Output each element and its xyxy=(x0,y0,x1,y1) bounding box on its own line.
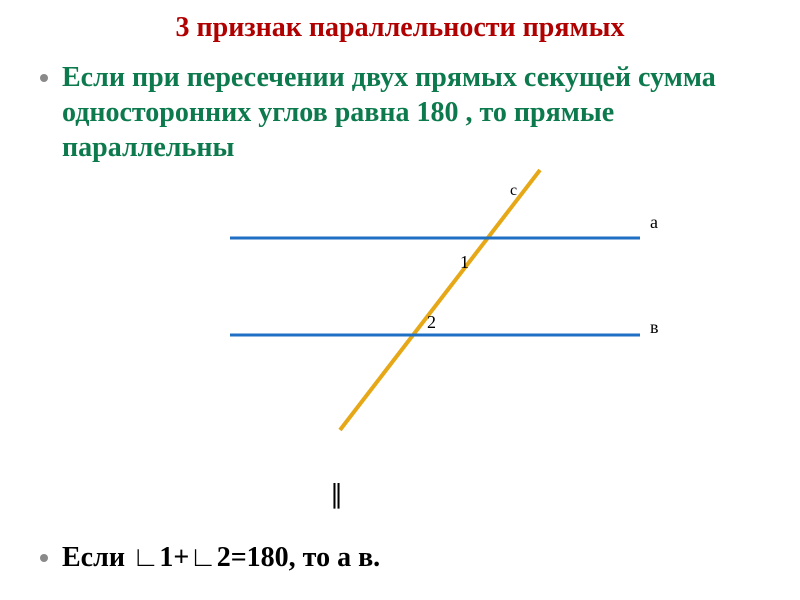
bullet-icon xyxy=(40,554,48,562)
label-angle-2: 2 xyxy=(427,312,436,332)
label-c: с xyxy=(510,182,517,199)
slide: 3 признак параллельности прямых Если при… xyxy=(0,0,800,600)
bullet-row-conclusion: Если ∟1+∟2=180, то а в. xyxy=(40,540,760,575)
label-angle-1: 1 xyxy=(460,252,469,272)
body-text: Если при пересечении двух прямых секущей… xyxy=(62,60,760,165)
slide-title: 3 признак параллельности прямых xyxy=(0,12,800,44)
label-a: а xyxy=(650,212,658,232)
label-b: в xyxy=(650,317,659,337)
bullet-icon xyxy=(40,74,48,82)
transversal-line-c xyxy=(340,170,540,430)
conclusion-text: Если ∟1+∟2=180, то а в. xyxy=(62,540,380,575)
parallel-symbol: ∥ xyxy=(330,480,343,510)
body-block: Если при пересечении двух прямых секущей… xyxy=(40,60,760,165)
conclusion-block: Если ∟1+∟2=180, то а в. xyxy=(40,540,760,575)
bullet-row-body: Если при пересечении двух прямых секущей… xyxy=(40,60,760,165)
